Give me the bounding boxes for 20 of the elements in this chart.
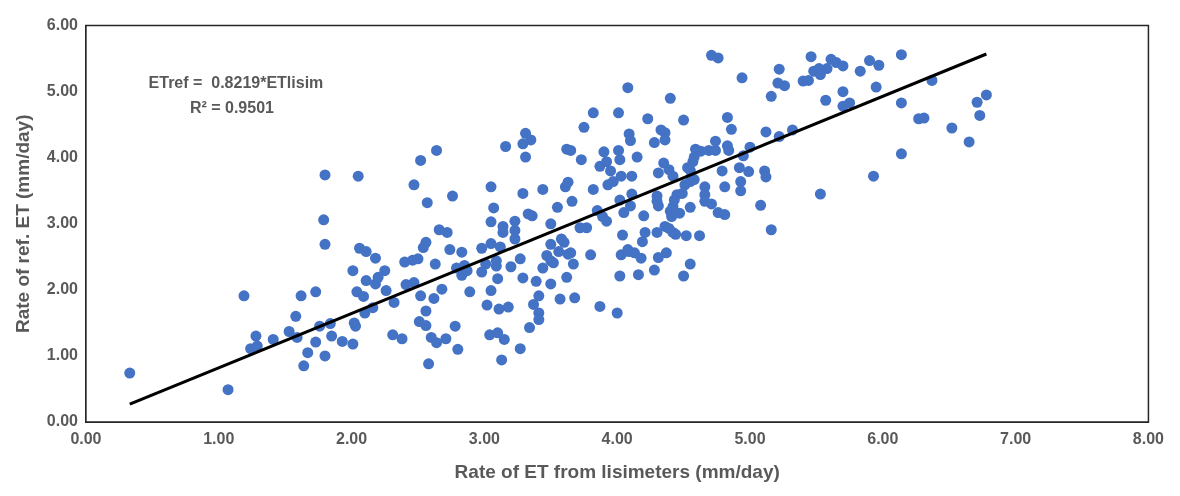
- y-tick-label: 5.00: [46, 82, 79, 100]
- y-tick-label: 4.00: [46, 148, 79, 166]
- y-tick-label: 6.00: [46, 16, 79, 34]
- x-tick-label: 6.00: [867, 430, 899, 448]
- y-tick-label: 3.00: [46, 214, 79, 232]
- x-tick-label: 2.00: [335, 430, 368, 448]
- x-tick-label: 5.00: [734, 430, 766, 448]
- y-tick-label: 0.00: [46, 412, 79, 430]
- x-tick-label: 0.00: [70, 430, 102, 448]
- x-tick-label: 1.00: [203, 430, 235, 448]
- y-tick-label: 2.00: [46, 280, 79, 298]
- y-axis-title: Rate of ref. ET (mm/day): [11, 114, 33, 334]
- x-tick-label: 3.00: [468, 430, 501, 448]
- x-tick-label: 4.00: [601, 430, 633, 448]
- y-tick-label: 1.00: [46, 346, 79, 364]
- annotation: ETref = 0.8219*ETlisim: [148, 74, 324, 92]
- x-tick-label: 7.00: [1000, 430, 1032, 448]
- x-tick-label: 8.00: [1132, 430, 1165, 448]
- x-axis-title: Rate of ET from lisimeters (mm/day): [454, 460, 780, 482]
- annotation: R² = 0.9501: [189, 99, 275, 117]
